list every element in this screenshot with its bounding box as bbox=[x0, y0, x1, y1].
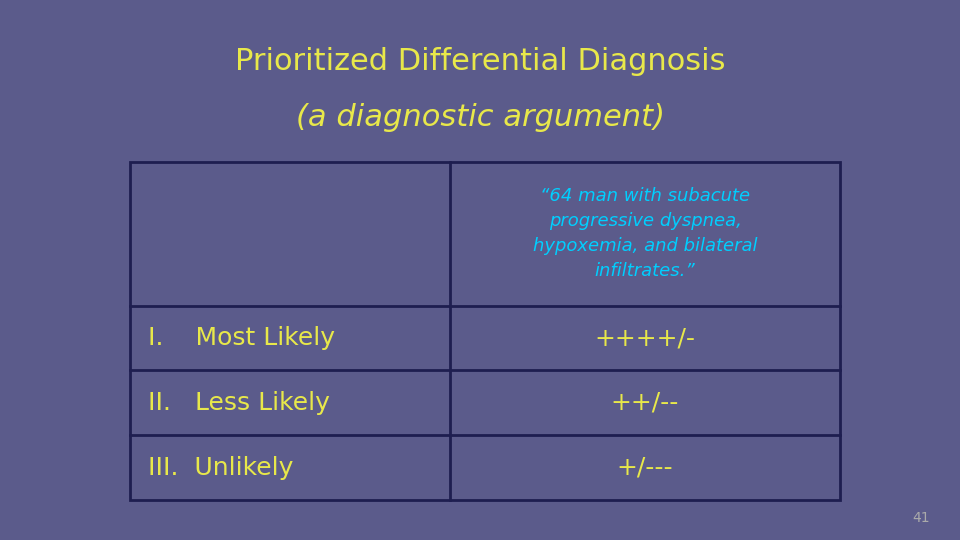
Text: ++++/-: ++++/- bbox=[594, 326, 695, 350]
Text: +/---: +/--- bbox=[616, 456, 673, 480]
Text: Prioritized Differential Diagnosis: Prioritized Differential Diagnosis bbox=[235, 48, 725, 77]
Text: “64 man with subacute
progressive dyspnea,
hypoxemia, and bilateral
infiltrates.: “64 man with subacute progressive dyspne… bbox=[533, 187, 757, 280]
Bar bbox=[130, 162, 840, 500]
Text: III.  Unlikely: III. Unlikely bbox=[148, 456, 294, 480]
Text: 41: 41 bbox=[912, 511, 930, 525]
Text: ++/--: ++/-- bbox=[611, 391, 679, 415]
Text: (a diagnostic argument): (a diagnostic argument) bbox=[296, 104, 664, 132]
Text: II.   Less Likely: II. Less Likely bbox=[148, 391, 330, 415]
Text: I.    Most Likely: I. Most Likely bbox=[148, 326, 335, 350]
